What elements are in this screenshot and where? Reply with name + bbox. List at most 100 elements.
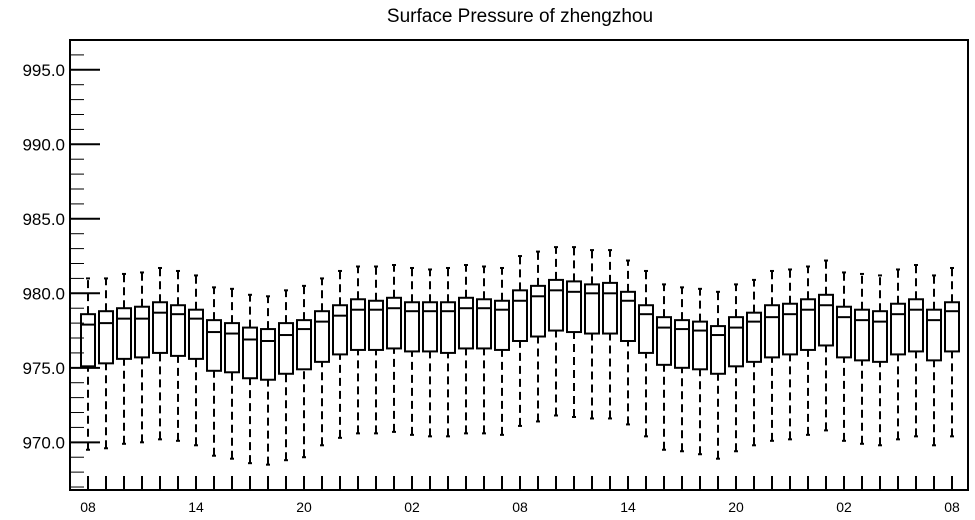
box-iqr: [584, 283, 600, 335]
box-iqr: [620, 290, 636, 342]
box-34: [692, 287, 708, 456]
box-iqr: [98, 310, 114, 365]
box-32: [656, 283, 672, 451]
box-21: [458, 264, 474, 435]
box-iqr: [386, 296, 402, 350]
x-tick-label: 08: [80, 499, 96, 515]
box-iqr: [224, 322, 240, 374]
box-15: [350, 265, 366, 435]
box-2: [116, 272, 132, 445]
box-25: [530, 250, 546, 423]
x-tick-label: 14: [620, 499, 636, 515]
box-26: [548, 246, 564, 417]
box-17: [386, 264, 402, 433]
box-19: [422, 268, 438, 438]
box-18: [404, 266, 420, 436]
box-iqr: [116, 307, 132, 360]
box-iqr: [278, 322, 294, 375]
box-iqr: [530, 284, 546, 338]
box-iqr: [476, 298, 492, 350]
box-iqr: [404, 301, 420, 353]
box-iqr: [602, 281, 618, 335]
box-iqr: [890, 302, 906, 356]
x-tick-label: 02: [836, 499, 852, 515]
box-6: [188, 274, 204, 447]
box-iqr: [494, 299, 510, 351]
box-39: [782, 268, 798, 441]
box-iqr: [80, 313, 96, 368]
box-33: [674, 286, 690, 453]
box-3: [134, 271, 150, 444]
box-iqr: [152, 301, 168, 354]
box-iqr: [800, 298, 816, 351]
box-35: [710, 290, 726, 460]
y-tick-label: 970.0: [22, 433, 65, 452]
box-iqr: [836, 305, 852, 359]
box-iqr: [242, 326, 258, 380]
box-44: [872, 274, 888, 447]
x-tick-labels: 08 14 20 02 08 14 20 02 08: [80, 499, 960, 515]
y-tick-label: 990.0: [22, 135, 65, 154]
x-tick-label: 20: [296, 499, 312, 515]
box-iqr: [368, 299, 384, 351]
box-iqr: [350, 298, 366, 351]
box-iqr: [314, 310, 330, 363]
box-45: [890, 268, 906, 441]
box-iqr: [782, 302, 798, 356]
x-tick-label: 14: [188, 499, 204, 515]
box-iqr: [872, 310, 888, 363]
box-48: [944, 266, 960, 438]
plot-area-frame: [69, 39, 969, 491]
box-iqr: [260, 328, 276, 381]
box-31: [638, 269, 654, 438]
axis-ticks: [70, 39, 953, 490]
box-iqr: [422, 301, 438, 353]
box-23: [494, 266, 510, 436]
box-iqr: [746, 311, 762, 363]
box-iqr: [818, 293, 834, 347]
box-4: [152, 266, 168, 441]
box-iqr: [908, 298, 924, 353]
box-iqr: [440, 301, 456, 354]
box-46: [908, 264, 924, 438]
box-iqr: [566, 280, 582, 334]
box-iqr: [332, 304, 348, 356]
box-iqr: [944, 301, 960, 353]
box-iqr: [692, 320, 708, 371]
box-40: [800, 265, 816, 436]
box-iqr: [188, 308, 204, 360]
y-tick-label: 985.0: [22, 210, 65, 229]
box-12: [296, 284, 312, 459]
box-20: [440, 266, 456, 438]
x-tick-label: 02: [404, 499, 420, 515]
box-iqr: [134, 305, 150, 359]
box-iqr: [764, 304, 780, 359]
box-iqr: [674, 319, 690, 369]
box-iqr: [710, 325, 726, 375]
box-iqr: [854, 308, 870, 362]
box-plot-series: [80, 246, 960, 466]
box-5: [170, 269, 186, 442]
box-47: [926, 274, 942, 447]
box-iqr: [638, 304, 654, 354]
x-tick-label: 20: [728, 499, 744, 515]
box-16: [368, 265, 384, 435]
y-tick-label: 980.0: [22, 284, 65, 303]
box-30: [620, 259, 636, 426]
box-1: [98, 277, 114, 450]
y-tick-labels: 970.0 975.0 980.0 985.0 990.0 995.0: [22, 61, 65, 453]
box-9: [242, 293, 258, 465]
box-iqr: [728, 316, 744, 368]
box-28: [584, 249, 600, 420]
box-41: [818, 259, 834, 432]
box-iqr: [170, 304, 186, 357]
box-14: [332, 269, 348, 439]
box-iqr: [512, 289, 528, 342]
box-7: [206, 286, 222, 457]
box-42: [836, 271, 852, 442]
box-37: [746, 278, 762, 447]
box-38: [764, 269, 780, 442]
box-0: [80, 277, 96, 451]
x-tick-label: 08: [512, 499, 528, 515]
